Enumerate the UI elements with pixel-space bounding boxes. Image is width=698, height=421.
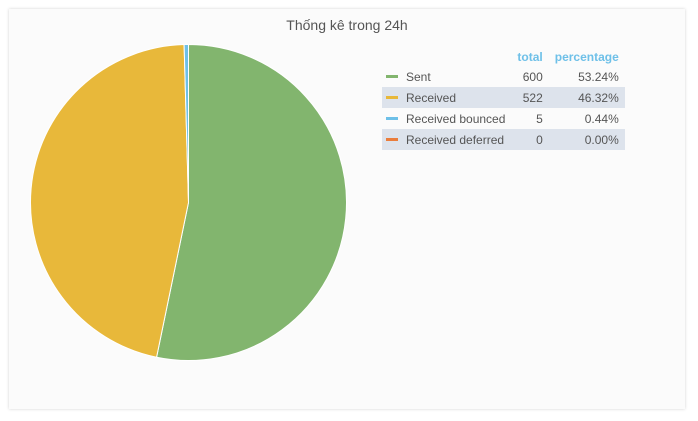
legend-swatch-received-deferred	[386, 137, 398, 141]
pie-slice-received[interactable]	[30, 44, 190, 358]
legend-swatch-received	[386, 95, 398, 99]
legend-header-percentage: percentage	[554, 49, 619, 64]
legend-label: Received bounced	[382, 108, 511, 129]
legend-swatch-received-bounced	[386, 116, 398, 120]
legend-label-text: Sent	[406, 69, 431, 84]
legend-total: 0	[511, 129, 549, 150]
legend-total: 600	[522, 69, 543, 84]
legend-header-total: total	[517, 49, 543, 64]
pie-chart	[30, 44, 347, 361]
legend-table: total percentage Sent 600 53.24% Receive…	[382, 47, 625, 150]
chart-title: Thống kê trong 24h	[286, 17, 408, 33]
pie-slice-received-bounced[interactable]	[183, 44, 189, 203]
legend-swatch-sent	[386, 74, 398, 78]
legend-header-label	[382, 47, 511, 66]
legend-percentage: 0.44%	[584, 111, 619, 126]
legend-label: Received deferred	[382, 129, 512, 150]
legend-total: 522	[511, 87, 549, 108]
legend-label-text: Received deferred	[406, 132, 505, 147]
legend-label-text: Received bounced	[406, 111, 506, 126]
legend-label: Sent	[382, 66, 511, 87]
legend-label: Received	[382, 87, 512, 108]
legend-percentage: 46.32%	[548, 87, 625, 108]
legend-percentage: 53.24%	[578, 69, 619, 84]
legend-row-received-bounced[interactable]: Received bounced 5 0.44%	[382, 108, 625, 129]
pie-slice-sent[interactable]	[155, 44, 347, 361]
legend-row-sent[interactable]: Sent 600 53.24%	[382, 66, 625, 87]
chart-panel: Thống kê trong 24h total percentage Sent…	[9, 9, 685, 409]
legend-row-received-deferred[interactable]: Received deferred 0 0.00%	[382, 129, 625, 150]
legend-header-row: total percentage	[382, 47, 625, 66]
legend-total: 5	[536, 111, 543, 126]
legend-label-text: Received	[406, 90, 457, 105]
legend-row-received[interactable]: Received 522 46.32%	[382, 87, 625, 108]
legend-percentage: 0.00%	[548, 129, 625, 150]
